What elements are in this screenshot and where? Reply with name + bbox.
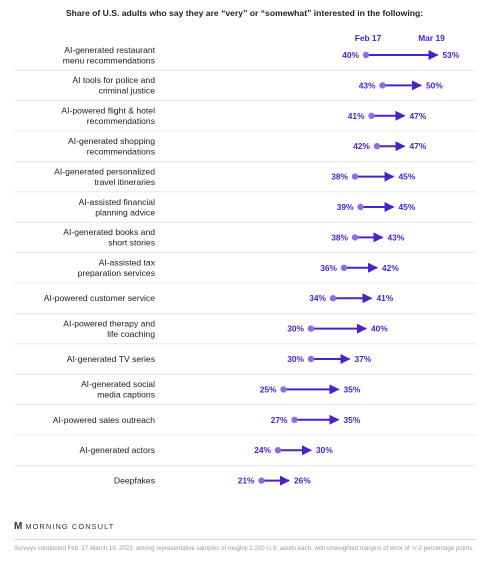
category-label: AI-generated restaurant menu recommendati… (63, 45, 156, 66)
category-label: AI-generated actors (80, 445, 155, 455)
start-dot (379, 82, 386, 89)
category-label: AI-powered therapy and life coaching (63, 318, 155, 339)
end-value-label: 50% (426, 80, 443, 90)
start-value-label: 40% (342, 50, 359, 60)
start-dot (291, 416, 298, 423)
category-label: Deepfakes (114, 476, 155, 486)
start-value-label: 34% (309, 293, 326, 303)
start-dot (351, 234, 359, 241)
start-dot (357, 203, 364, 211)
start-dot (307, 355, 315, 363)
end-value-label: 42% (382, 263, 399, 273)
category-label: AI-generated books and short stories (63, 227, 155, 248)
category-label: AI-generated shopping recommendations (68, 136, 155, 157)
start-dot (329, 295, 337, 302)
category-label: AI-powered customer service (44, 293, 156, 303)
end-value-label: 47% (410, 141, 427, 151)
end-value-label: 43% (388, 232, 405, 242)
category-label: AI-generated TV series (67, 354, 155, 364)
start-dot (368, 112, 375, 120)
morning-consult-logo-icon: M (14, 521, 23, 532)
footer-divider (14, 539, 476, 540)
start-dot (362, 51, 370, 59)
end-value-label: 37% (355, 354, 372, 364)
start-dot (373, 143, 381, 150)
start-dot (274, 447, 282, 454)
start-value-label: 30% (287, 324, 304, 334)
end-value-label: 47% (410, 111, 427, 121)
start-value-label: 30% (287, 354, 304, 364)
end-value-label: 26% (294, 476, 311, 486)
category-label: AI-generated social media captions (81, 379, 155, 400)
start-value-label: 38% (331, 172, 348, 182)
start-value-label: 38% (331, 232, 348, 242)
brand-logo: M MORNING CONSULT (14, 521, 114, 532)
dumbbell-chart: Feb 17 Mar 19 AI-generated restaurant menu … (14, 33, 476, 486)
category-label: AI-generated personalized travel itinerar… (54, 166, 155, 187)
start-dot (351, 173, 359, 180)
start-value-label: 21% (238, 476, 255, 486)
category-label: AI-assisted tax preparation services (78, 258, 156, 279)
start-value-label: 43% (359, 80, 376, 90)
start-value-label: 42% (353, 141, 370, 151)
start-dot (307, 325, 315, 332)
end-value-label: 53% (443, 50, 460, 60)
end-value-label: 35% (344, 415, 361, 425)
end-value-label: 40% (371, 324, 388, 334)
end-value-label: 45% (399, 202, 416, 212)
start-value-label: 39% (337, 202, 354, 212)
category-label: AI-assisted financial planning advice (79, 197, 156, 218)
start-dot (280, 386, 287, 393)
category-label: AI-powered sales outreach (53, 415, 155, 425)
start-dot (258, 477, 265, 484)
category-label: AI-powered flight & hotel recommendations (61, 106, 155, 127)
start-value-label: 36% (320, 263, 337, 273)
category-label: AI tools for police and criminal justice (72, 75, 155, 96)
end-value-label: 41% (377, 293, 394, 303)
legend-series-feb: Feb 17 (355, 33, 382, 43)
start-dot (340, 264, 348, 271)
start-value-label: 41% (348, 111, 365, 121)
start-value-label: 25% (260, 384, 277, 394)
end-value-label: 35% (344, 384, 361, 394)
start-value-label: 27% (271, 415, 288, 425)
brand-name: MORNING CONSULT (25, 522, 115, 531)
chart-title: Share of U.S. adults who say they are “v… (65, 8, 424, 18)
end-value-label: 30% (316, 445, 333, 455)
end-value-label: 45% (399, 172, 416, 182)
start-value-label: 24% (254, 445, 271, 455)
footer-note: Surveys conducted Feb. 17-March 19, 2023… (14, 545, 474, 552)
legend-series-mar: Mar 19 (418, 33, 445, 43)
